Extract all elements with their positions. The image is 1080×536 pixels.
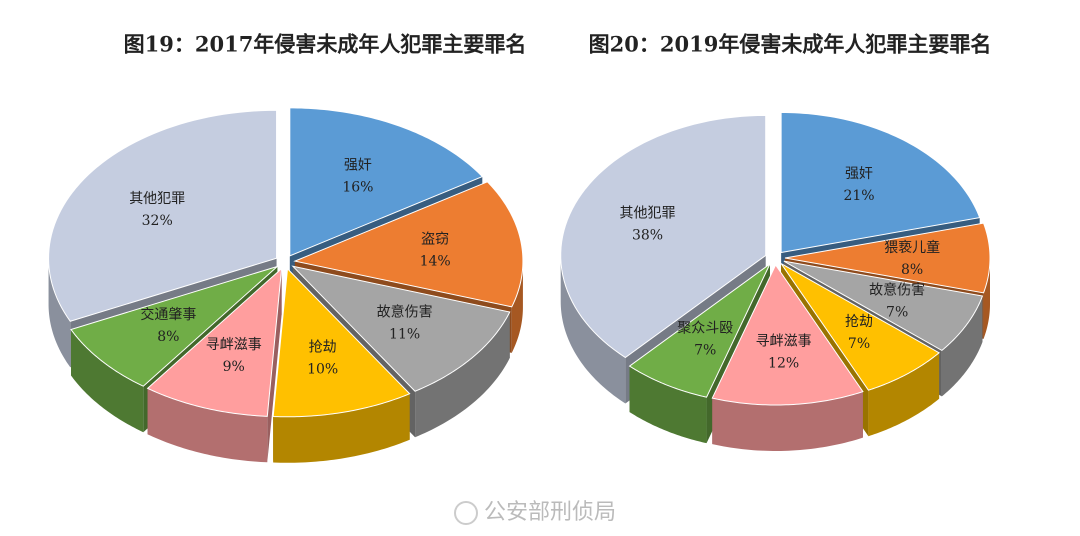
slice-label: 寻衅滋事 bbox=[206, 337, 262, 353]
slice-label: 聚众斗殴 bbox=[677, 321, 733, 337]
slice-label: 故意伤害 bbox=[869, 282, 925, 299]
slice-side bbox=[629, 366, 707, 444]
pie-slice bbox=[293, 181, 524, 308]
slice-value: 32% bbox=[142, 213, 173, 229]
slice-value: 10% bbox=[307, 362, 338, 378]
pie-slice bbox=[70, 265, 278, 387]
slice-value: 12% bbox=[768, 356, 799, 372]
slice-label: 寻衅滋事 bbox=[756, 334, 812, 350]
pie-slice bbox=[291, 265, 511, 392]
slice-side bbox=[712, 391, 863, 451]
slice-label: 盗窃 bbox=[421, 232, 449, 248]
slice-value: 38% bbox=[632, 227, 663, 243]
slice-label: 抢劫 bbox=[309, 339, 337, 356]
slice-label: 其他犯罪 bbox=[620, 205, 676, 221]
pie-slice bbox=[783, 260, 984, 352]
pie-slice bbox=[48, 109, 278, 322]
slice-value: 11% bbox=[389, 327, 420, 343]
slice-side bbox=[147, 388, 268, 463]
slice-value: 21% bbox=[843, 188, 874, 204]
pie-slice bbox=[289, 107, 484, 257]
slice-label: 交通肇事 bbox=[140, 306, 196, 323]
pie-slice bbox=[784, 222, 991, 294]
slice-value: 8% bbox=[157, 329, 179, 345]
slice-value: 16% bbox=[342, 179, 373, 195]
slice-side bbox=[983, 258, 990, 339]
slice-label: 其他犯罪 bbox=[129, 191, 185, 207]
watermark: 公安部刑侦局 bbox=[484, 500, 616, 525]
slice-value: 8% bbox=[901, 262, 923, 278]
slice-value: 7% bbox=[694, 343, 716, 359]
slice-label: 猥亵儿童 bbox=[884, 239, 940, 256]
slice-label: 强奸 bbox=[845, 166, 873, 182]
slice-label: 故意伤害 bbox=[377, 304, 433, 321]
pie-slice bbox=[628, 263, 771, 398]
pie-slice bbox=[560, 114, 767, 359]
chart-title: 图20：2019年侵害未成年人犯罪主要罪名 bbox=[589, 32, 992, 57]
chart-title: 图19：2017年侵害未成年人犯罪主要罪名 bbox=[124, 32, 527, 57]
slice-side bbox=[70, 329, 144, 433]
slice-side bbox=[941, 295, 983, 397]
pie-slice bbox=[780, 263, 940, 391]
pie-slice bbox=[780, 111, 981, 254]
slice-label: 抢劫 bbox=[845, 313, 873, 330]
slice-side bbox=[511, 261, 523, 353]
slice-value: 9% bbox=[223, 359, 245, 375]
slice-value: 7% bbox=[848, 336, 870, 352]
watermark-icon bbox=[454, 501, 478, 525]
tops bbox=[48, 107, 991, 418]
slice-side bbox=[48, 258, 71, 368]
slice-side bbox=[273, 393, 410, 463]
slice-side bbox=[868, 352, 940, 437]
pie-slice bbox=[146, 267, 283, 417]
slice-side bbox=[415, 312, 510, 438]
pie-slice bbox=[711, 263, 864, 406]
pie-slice bbox=[272, 267, 411, 418]
slice-value: 7% bbox=[886, 305, 908, 321]
slice-side bbox=[560, 255, 626, 404]
slice-label: 强奸 bbox=[344, 157, 372, 173]
slice-value: 14% bbox=[420, 254, 451, 270]
